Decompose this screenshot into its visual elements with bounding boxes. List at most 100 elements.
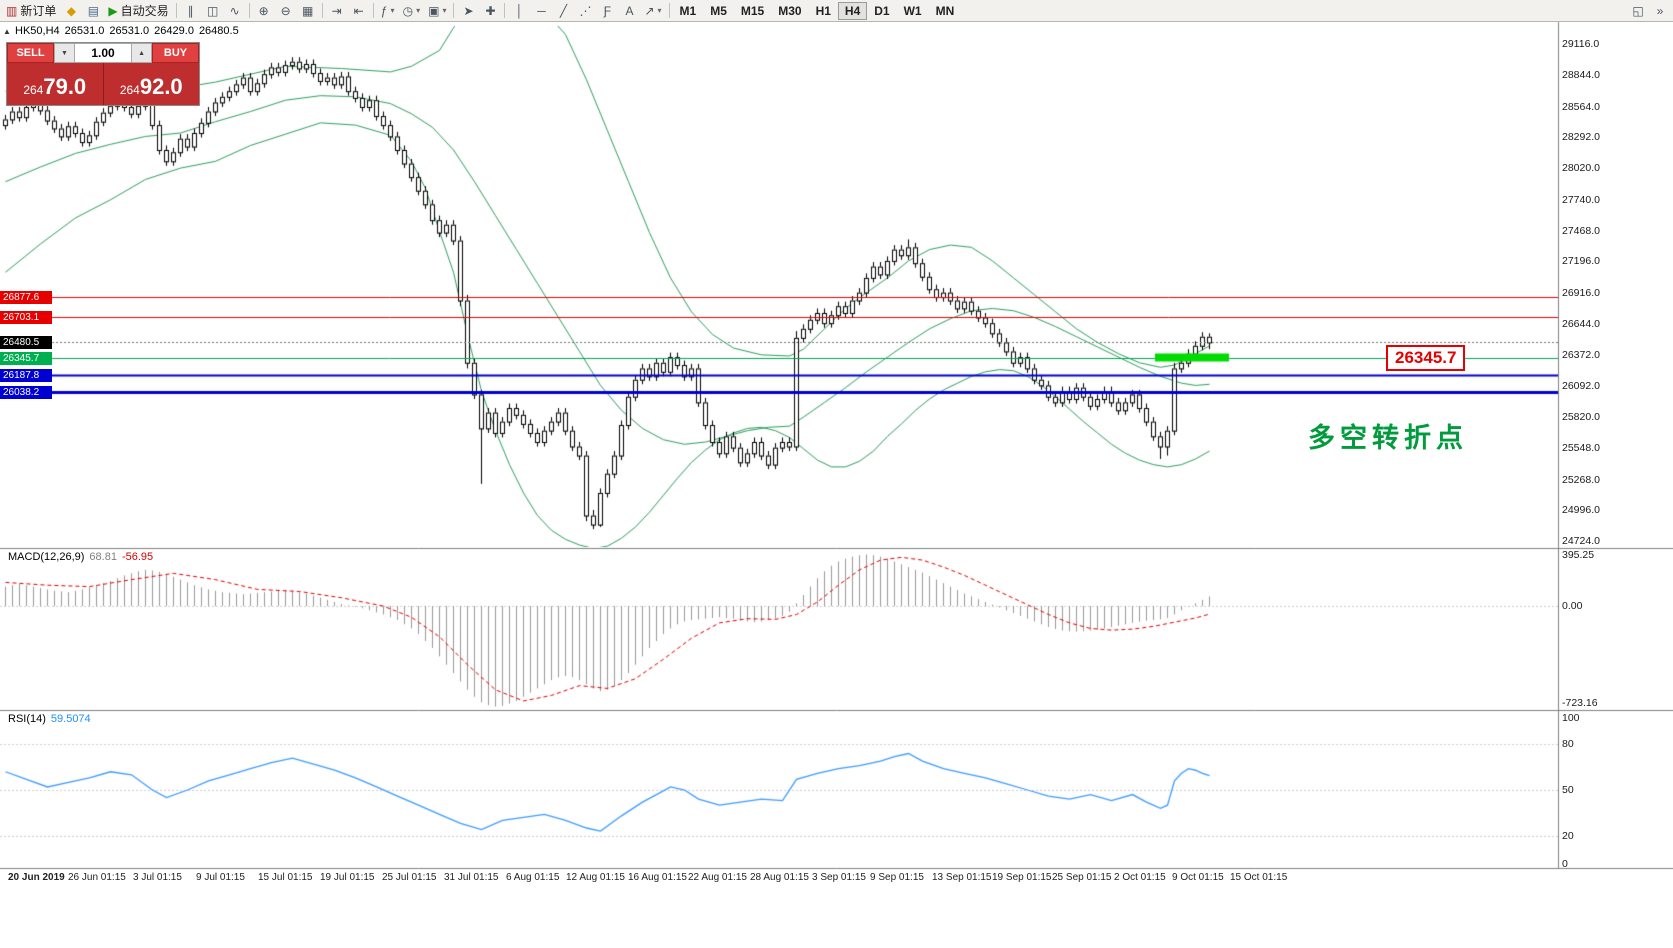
arrow-icon: ↗: [644, 3, 655, 18]
auto-scroll-icon: ⇥: [331, 3, 342, 18]
one-click-collapse-icon[interactable]: ▲: [3, 27, 11, 36]
new-order-button[interactable]: ▥ 新订单: [2, 1, 60, 21]
line-chart-button[interactable]: ∿: [224, 1, 246, 21]
buy-price-prefix: 264: [119, 83, 140, 97]
chart-profile-button[interactable]: ▤: [82, 1, 104, 21]
buy-price-big-digits: 92.0: [139, 74, 183, 99]
trendline-button[interactable]: ╱: [552, 1, 574, 21]
indicators-button[interactable]: ƒ ▾: [377, 1, 399, 21]
price-axis[interactable]: [1558, 22, 1673, 868]
timeframe-h4-button[interactable]: H4: [837, 1, 868, 20]
volume-increase-button[interactable]: ▲: [131, 43, 152, 63]
timeframe-m1-button[interactable]: M1: [673, 2, 704, 20]
mql5-community-button[interactable]: ◆: [60, 1, 82, 21]
macd-pane-separator[interactable]: [0, 546, 1673, 550]
chevron-down-icon: ▾: [442, 6, 447, 15]
sell-price-big-digits: 79.0: [43, 74, 87, 99]
macd-indicator-label: MACD(12,26,9) 68.81 -56.95: [8, 551, 153, 563]
timeframe-mn-button[interactable]: MN: [929, 2, 962, 20]
sell-button[interactable]: SELL: [7, 43, 54, 63]
vertical-line-button[interactable]: │: [508, 1, 530, 21]
horizontal-line-icon: ─: [537, 3, 546, 18]
toolbar-separator: [175, 3, 177, 18]
buy-price-display[interactable]: 264 92.0: [103, 63, 199, 105]
tile-windows-button[interactable]: ▦: [297, 1, 319, 21]
fullscreen-button[interactable]: ◱: [1627, 1, 1649, 21]
volume-decrease-button[interactable]: ▼: [54, 43, 75, 63]
fibonacci-button[interactable]: Ƒ: [596, 1, 618, 21]
timeframe-m30-button[interactable]: M30: [771, 2, 808, 20]
toolbar-separator: [504, 3, 506, 18]
ohlc-high: 26531.0: [109, 25, 150, 37]
ohlc-close: 26480.5: [198, 25, 239, 37]
timeframe-m5-button-label: M5: [710, 3, 727, 18]
fullscreen-icon: ◱: [1632, 3, 1644, 18]
autotrade-play-icon: ▶: [108, 3, 118, 18]
volume-input[interactable]: 1.00: [74, 43, 132, 63]
timeframe-d1-button[interactable]: D1: [867, 2, 896, 20]
autotrade-button[interactable]: ▶ 自动交易: [104, 1, 172, 21]
text-icon: A: [625, 3, 634, 18]
one-click-trading-panel: SELL ▼ 1.00 ▲ BUY 264 79.0 264 92.0: [6, 42, 200, 106]
timeframe-h1-button-label: H1: [815, 3, 831, 18]
chart-shift-button[interactable]: ⇤: [348, 1, 370, 21]
toolbar-separator: [372, 3, 374, 18]
timeframe-d1-button-label: D1: [874, 3, 890, 18]
sell-price-display[interactable]: 264 79.0: [7, 63, 103, 105]
periods-button[interactable]: ◷ ▾: [399, 1, 425, 21]
crosshair-icon: ✚: [485, 3, 496, 18]
arrows-button[interactable]: ↗ ▾: [640, 1, 665, 21]
sell-price-prefix: 264: [23, 83, 44, 97]
chart-ohlc-header: HK50,H4 26531.0 26531.0 26429.0 26480.5: [15, 25, 244, 37]
bar-chart-button[interactable]: ∥: [180, 1, 202, 21]
toolbar: ▥ 新订单 ◆ ▤ ▶ 自动交易 ∥ ◫ ∿ ⊕ ⊖ ▦ ⇥ ⇤ ƒ ▾ ◷ ▾ ▣ ▾ ➤ ✚ │ ─ ╱ ⋰ Ƒ A ↗ ▾ M1 M5 M…: [0, 0, 1673, 22]
bar-chart-icon: ∥: [187, 3, 194, 18]
rsi-pane-separator[interactable]: [0, 708, 1673, 712]
vertical-line-icon: │: [515, 3, 524, 18]
ohlc-low: 26429.0: [154, 25, 194, 37]
horizontal-line-button[interactable]: ─: [530, 1, 552, 21]
timeframe-h1-button[interactable]: H1: [809, 2, 838, 20]
toolbar-separator: [321, 3, 323, 18]
new-order-button-label: 新订单: [20, 4, 57, 18]
cursor-button[interactable]: ➤: [457, 1, 479, 21]
toolbar-overflow-button[interactable]: »: [1649, 1, 1671, 21]
new-order-icon: ▥: [6, 3, 18, 18]
rsi-value: 59.5074: [50, 713, 91, 725]
macd-signal-value: -56.95: [121, 551, 154, 563]
crosshair-button[interactable]: ✚: [479, 1, 501, 21]
toolbar-separator: [248, 3, 250, 18]
line-chart-icon: ∿: [229, 3, 240, 18]
price-level-label[interactable]: 26345.7: [1386, 345, 1466, 371]
chevron-down-icon: ▾: [390, 6, 395, 15]
candlestick-icon: ◫: [206, 3, 219, 18]
mql5-icon: ◆: [66, 3, 76, 18]
templates-button[interactable]: ▣ ▾: [424, 1, 450, 21]
timeframe-w1-button[interactable]: W1: [897, 2, 929, 20]
toolbar-separator: [668, 3, 670, 18]
date-axis[interactable]: [0, 868, 1673, 892]
buy-button[interactable]: BUY: [152, 43, 199, 63]
candlestick-chart-button[interactable]: ◫: [202, 1, 224, 21]
timeframe-m1-button-label: M1: [679, 3, 697, 18]
timeframe-m15-button-label: M15: [740, 3, 765, 18]
macd-main-value: 68.81: [89, 551, 117, 563]
channel-button[interactable]: ⋰: [574, 1, 596, 21]
auto-scroll-button[interactable]: ⇥: [326, 1, 348, 21]
chevron-down-icon: ▾: [657, 6, 662, 15]
timeframe-m5-button[interactable]: M5: [703, 2, 734, 20]
zoom-in-button[interactable]: ⊕: [253, 1, 275, 21]
timeframe-h4-button-label: H4: [844, 3, 861, 18]
timeframe-m30-button-label: M30: [778, 3, 802, 18]
timeframe-m15-button[interactable]: M15: [734, 2, 771, 20]
text-button[interactable]: A: [618, 1, 640, 21]
autotrade-button-label: 自动交易: [120, 4, 169, 18]
zoom-out-icon: ⊖: [280, 3, 291, 18]
annotation-text: 多空转折点: [1308, 423, 1468, 453]
overflow-icon: »: [1656, 3, 1664, 18]
timeframe-mn-button-label: MN: [935, 3, 955, 18]
zoom-out-button[interactable]: ⊖: [275, 1, 297, 21]
template-icon: ▣: [428, 3, 440, 18]
